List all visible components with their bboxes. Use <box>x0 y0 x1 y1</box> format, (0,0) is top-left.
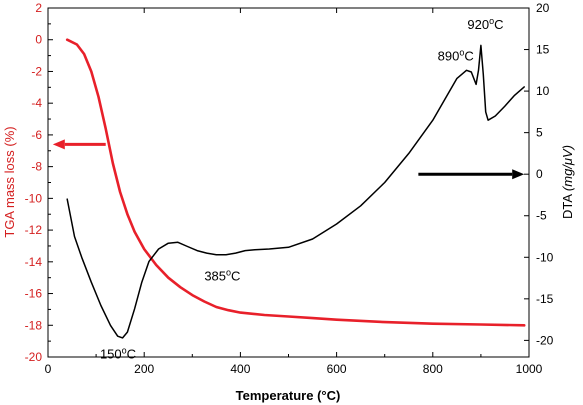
arrow-layer <box>52 139 525 180</box>
y-right-tick-label: -5 <box>536 209 547 223</box>
y-left-tick-label: -18 <box>25 318 43 332</box>
y-left-tick-label: -4 <box>31 96 42 110</box>
x-axis-title: Temperature (°C) <box>236 388 341 403</box>
peak-annotation: 890oC <box>438 47 474 63</box>
y-axis-right-title: DTA (mg/μV) <box>560 145 575 219</box>
y-right-tick-label: -20 <box>536 333 554 347</box>
y-left-tick-label: -2 <box>31 64 42 78</box>
y-right-tick-label: 20 <box>536 1 550 15</box>
peak-annotation: 920oC <box>467 16 503 32</box>
y-left-tick-label: -12 <box>25 223 43 237</box>
tga-series-line <box>65 38 526 327</box>
axis-ticks <box>47 7 530 358</box>
x-tick-label: 800 <box>423 362 443 376</box>
x-tick-label: 400 <box>230 362 250 376</box>
y-axis-right-title-prefix: DTA <box>560 191 575 219</box>
y-right-tick-label: -15 <box>536 292 554 306</box>
y-right-tick-label: 10 <box>536 84 550 98</box>
x-tick-label: 600 <box>327 362 347 376</box>
y-left-tick-label: -14 <box>25 255 43 269</box>
dta-series-line <box>66 44 525 339</box>
y-left-tick-label: -10 <box>25 191 43 205</box>
y-left-tick-label: -16 <box>25 287 43 301</box>
x-tick-label: 0 <box>45 362 52 376</box>
y-right-tick-label: 5 <box>536 126 543 140</box>
peak-annotation: 150oC <box>100 346 136 362</box>
y-right-tick-label: 15 <box>536 43 550 57</box>
y-axis-left-title: TGA mass loss (%) <box>2 126 17 237</box>
y-right-tick-label: -10 <box>536 250 554 264</box>
y-right-tick-label: 0 <box>536 167 543 181</box>
x-tick-label: 200 <box>134 362 154 376</box>
series-layer <box>65 38 526 339</box>
y-left-tick-label: 0 <box>35 33 42 47</box>
y-left-tick-label: -8 <box>31 160 42 174</box>
annotation-layer: 150oC 385oC 890oC 920oC <box>100 16 504 362</box>
y-axis-right-title-unit: (mg/μV) <box>560 145 575 191</box>
tick-labels: 0 200 400 600 800 100020-2-4-6-8-10-12-14-16-… <box>25 1 554 376</box>
axis-arrow-head <box>52 139 65 150</box>
y-left-tick-label: -20 <box>25 350 43 364</box>
x-tick-label: 1000 <box>516 362 543 376</box>
y-left-tick-label: 2 <box>35 1 42 15</box>
axis-arrow-head <box>512 169 525 180</box>
y-left-tick-label: -6 <box>31 128 42 142</box>
peak-annotation: 385oC <box>204 268 240 284</box>
